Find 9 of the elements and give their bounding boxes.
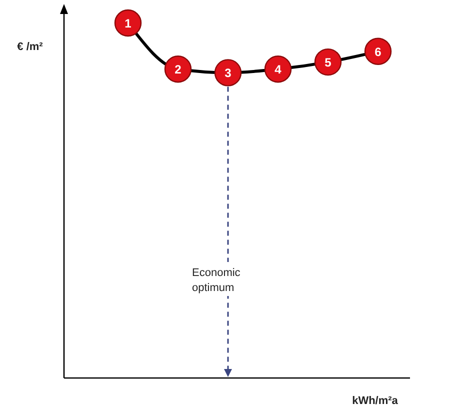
annotation: 1 (124, 16, 132, 30)
annotation: Economic optimum (192, 267, 241, 294)
annotation: 2 (174, 62, 182, 77)
y-axis-title: € /m² (17, 41, 44, 53)
x-axis-title: kWh/m²a (352, 395, 399, 407)
annotation: 5 (324, 56, 332, 70)
annotation: 3 (224, 66, 232, 80)
annotation: 6 (374, 44, 382, 59)
annotation: 4 (274, 62, 282, 77)
